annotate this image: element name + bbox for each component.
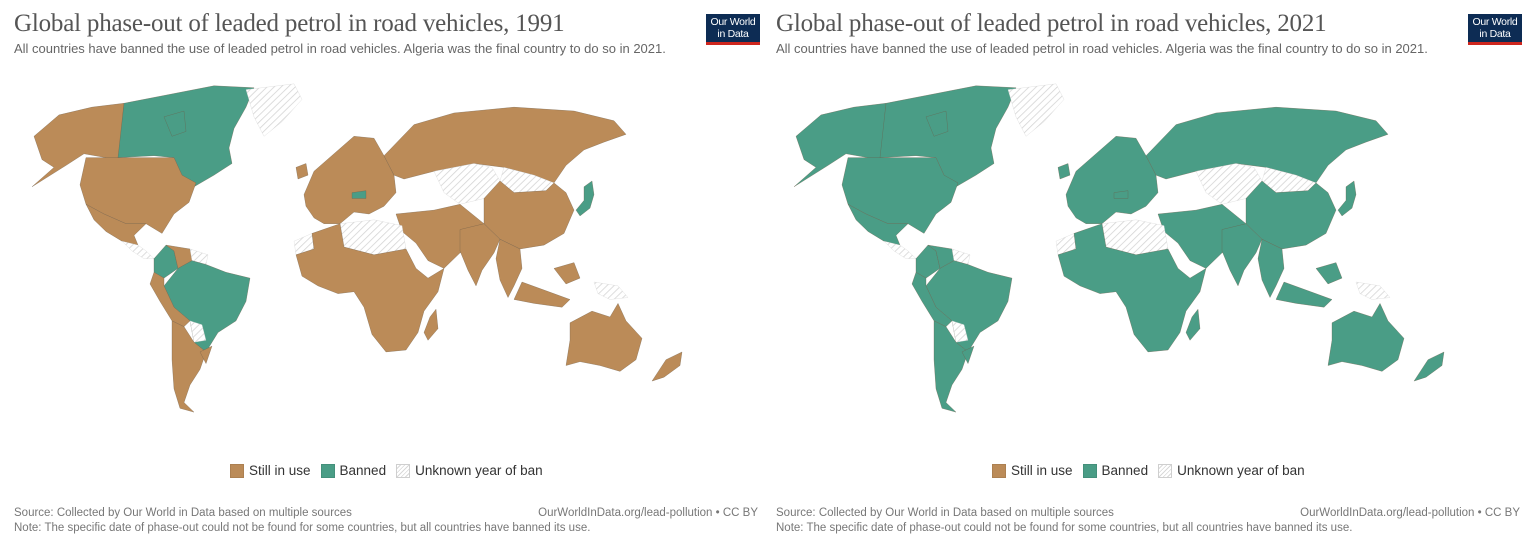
logo-line-1: Our World bbox=[710, 16, 756, 28]
country-mexico[interactable] bbox=[85, 203, 147, 246]
country-canada[interactable] bbox=[879, 85, 1017, 188]
country-southeast-asia[interactable] bbox=[1257, 238, 1285, 299]
country-madagascar[interactable] bbox=[423, 308, 439, 341]
country-alaska[interactable] bbox=[793, 102, 887, 188]
country-argentina-chile[interactable] bbox=[933, 320, 969, 413]
banned-swatch-icon bbox=[320, 463, 335, 478]
chart-title: Global phase-out of leaded petrol in roa… bbox=[776, 10, 1327, 37]
country-australia[interactable] bbox=[1327, 302, 1405, 372]
country-new-zealand[interactable] bbox=[651, 351, 683, 382]
legend-item-unknown[interactable]: Unknown year of ban bbox=[396, 463, 543, 478]
legend: Still in use Banned Unknown year of ban bbox=[992, 463, 1315, 478]
country-andes-west[interactable] bbox=[149, 271, 191, 327]
country-madagascar[interactable] bbox=[1185, 308, 1201, 341]
owid-logo[interactable]: Our World in Data bbox=[1468, 14, 1522, 45]
legend-label: Still in use bbox=[1011, 463, 1073, 478]
country-russia[interactable] bbox=[383, 106, 627, 184]
legend-label: Unknown year of ban bbox=[415, 463, 543, 478]
legend: Still in use Banned Unknown year of ban bbox=[230, 463, 553, 478]
country-png[interactable] bbox=[593, 281, 629, 300]
country-paraguay[interactable] bbox=[189, 320, 207, 343]
source-text: Source: Collected by Our World in Data b… bbox=[14, 507, 352, 519]
country-central-america[interactable] bbox=[883, 240, 917, 259]
country-new-zealand[interactable] bbox=[1413, 351, 1445, 382]
country-andes-west[interactable] bbox=[911, 271, 953, 327]
legend-item-banned[interactable]: Banned bbox=[320, 463, 387, 478]
country-mexico[interactable] bbox=[847, 203, 909, 246]
country-argentina-chile[interactable] bbox=[171, 320, 207, 413]
country-middle-east[interactable] bbox=[395, 204, 485, 269]
country-southeast-asia[interactable] bbox=[495, 238, 523, 299]
map-panel-1991: Global phase-out of leaded petrol in roa… bbox=[14, 10, 760, 534]
unknown-hatch-swatch-icon bbox=[396, 463, 411, 478]
legend-label: Banned bbox=[1101, 463, 1149, 478]
country-europe[interactable] bbox=[1057, 136, 1159, 224]
country-png[interactable] bbox=[1355, 281, 1391, 300]
country-india[interactable] bbox=[459, 223, 501, 287]
country-greenland[interactable] bbox=[1007, 83, 1065, 137]
country-africa[interactable] bbox=[295, 223, 445, 353]
country-europe[interactable] bbox=[295, 136, 397, 224]
country-uruguay[interactable] bbox=[199, 345, 213, 365]
country-paraguay[interactable] bbox=[951, 320, 969, 343]
logo-line-2: in Data bbox=[1479, 27, 1511, 40]
legend-item-still-in-use[interactable]: Still in use bbox=[992, 463, 1073, 478]
country-australia[interactable] bbox=[565, 302, 643, 372]
chart-subtitle: All countries have banned the use of lea… bbox=[14, 41, 666, 56]
country-uruguay[interactable] bbox=[961, 345, 975, 365]
logo-line-1: Our World bbox=[1472, 16, 1518, 28]
country-austria[interactable] bbox=[1113, 190, 1129, 199]
legend-item-unknown[interactable]: Unknown year of ban bbox=[1158, 463, 1305, 478]
country-austria[interactable] bbox=[351, 190, 367, 199]
country-africa[interactable] bbox=[1057, 223, 1207, 353]
legend-item-banned[interactable]: Banned bbox=[1082, 463, 1149, 478]
country-japan[interactable] bbox=[575, 180, 595, 217]
world-map[interactable] bbox=[776, 78, 1456, 418]
country-indonesia[interactable] bbox=[1275, 262, 1343, 308]
country-middle-east[interactable] bbox=[1157, 204, 1247, 269]
note-text: Note: The specific date of phase-out cou… bbox=[776, 522, 1353, 534]
source-url-link[interactable]: OurWorldInData.org/lead-pollution • CC B… bbox=[1300, 507, 1520, 519]
map-panel-2021: Global phase-out of leaded petrol in roa… bbox=[762, 0, 1530, 546]
country-indonesia[interactable] bbox=[513, 262, 581, 308]
source-url-link[interactable]: OurWorldInData.org/lead-pollution • CC B… bbox=[538, 507, 758, 519]
country-india[interactable] bbox=[1221, 223, 1263, 287]
country-central-america[interactable] bbox=[121, 240, 155, 259]
note-text: Note: The specific date of phase-out cou… bbox=[14, 522, 591, 534]
legend-label: Banned bbox=[339, 463, 387, 478]
banned-swatch-icon bbox=[1082, 463, 1097, 478]
still-in-use-swatch-icon bbox=[230, 463, 244, 478]
legend-label: Still in use bbox=[249, 463, 311, 478]
country-japan[interactable] bbox=[1337, 180, 1357, 217]
source-text: Source: Collected by Our World in Data b… bbox=[776, 507, 1114, 519]
unknown-hatch-swatch-icon bbox=[1158, 463, 1173, 478]
chart-title: Global phase-out of leaded petrol in roa… bbox=[14, 10, 565, 37]
still-in-use-swatch-icon bbox=[992, 463, 1006, 478]
legend-label: Unknown year of ban bbox=[1177, 463, 1305, 478]
world-map[interactable] bbox=[14, 78, 694, 418]
logo-line-2: in Data bbox=[717, 27, 749, 40]
chart-subtitle: All countries have banned the use of lea… bbox=[776, 41, 1428, 56]
owid-logo[interactable]: Our World in Data bbox=[706, 14, 760, 45]
country-russia[interactable] bbox=[1145, 106, 1389, 184]
legend-item-still-in-use[interactable]: Still in use bbox=[230, 463, 311, 478]
country-alaska[interactable] bbox=[31, 102, 125, 188]
country-canada[interactable] bbox=[117, 85, 255, 188]
country-greenland[interactable] bbox=[245, 83, 303, 137]
